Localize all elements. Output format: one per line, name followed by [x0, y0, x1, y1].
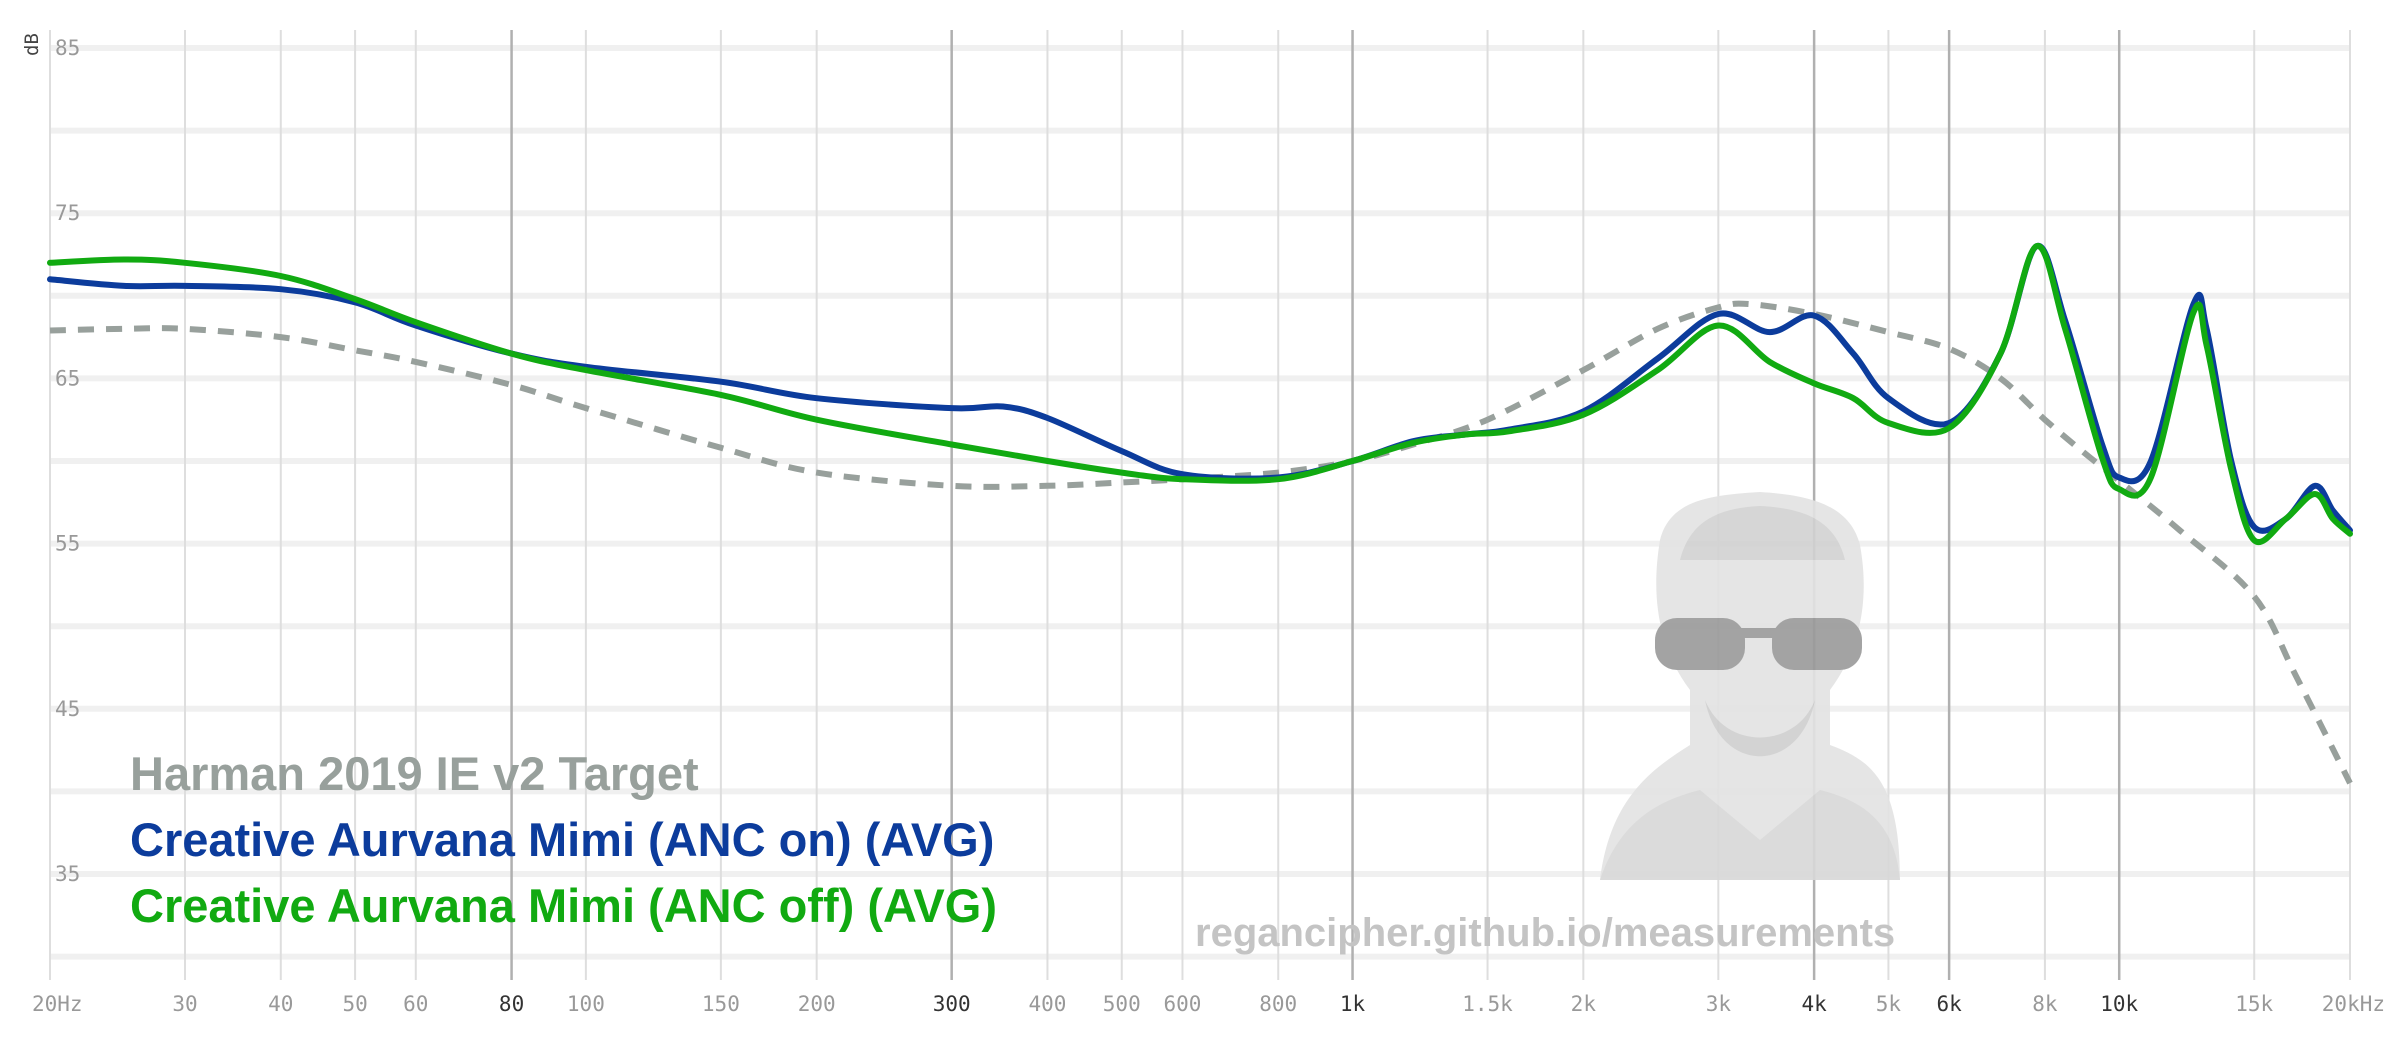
x-tick-label: 20kHz: [2322, 992, 2385, 1016]
y-tick-label: 35: [55, 862, 80, 886]
x-tick-label: 600: [1163, 992, 1201, 1016]
x-tick-label: 60: [403, 992, 428, 1016]
y-tick-label: 65: [55, 366, 80, 390]
x-tick-label: 10k: [2100, 992, 2138, 1016]
series-line-1: [47, 243, 2353, 534]
x-tick-label: 500: [1103, 992, 1141, 1016]
x-tick-label: 300: [933, 992, 971, 1016]
x-tick-label: 6k: [1936, 992, 1962, 1016]
x-tick-label: 50: [342, 992, 367, 1016]
watermark-portrait: [1600, 492, 1900, 880]
legend-entry-1: Creative Aurvana Mimi (ANC on) (AVG): [130, 813, 994, 866]
x-tick-label: 1.5k: [1462, 992, 1513, 1016]
x-tick-label: 80: [499, 992, 524, 1016]
x-axis-ticks: 20Hz 30 40 50 60 80 100 150 200 300 400 500 600 800 1k…: [32, 992, 2385, 1016]
x-tick-label: 15k: [2235, 992, 2273, 1016]
legend-entry-2: Creative Aurvana Mimi (ANC off) (AVG): [130, 879, 997, 932]
grid: [49, 30, 2351, 980]
x-tick-label: 200: [798, 992, 836, 1016]
series: [47, 243, 2353, 785]
x-tick-label: 100: [567, 992, 605, 1016]
legend: Harman 2019 IE v2 Target Creative Aurvana…: [130, 747, 997, 932]
x-tick-label: 30: [172, 992, 197, 1016]
y-tick-label: 75: [55, 201, 80, 225]
y-axis-label: dB: [21, 33, 43, 56]
y-tick-label: 85: [55, 36, 80, 60]
x-tick-label: 800: [1259, 992, 1297, 1016]
y-tick-label: 55: [55, 532, 80, 556]
x-tick-label: 5k: [1876, 992, 1902, 1016]
x-tick-label: 3k: [1706, 992, 1732, 1016]
x-tick-label: 150: [702, 992, 740, 1016]
y-axis-ticks: 85 75 65 55 45 35: [55, 36, 80, 886]
x-tick-label: 8k: [2032, 992, 2058, 1016]
x-tick-label: 20Hz: [32, 992, 83, 1016]
series-line-2: [47, 243, 2353, 546]
x-tick-label: 400: [1028, 992, 1066, 1016]
x-tick-label: 40: [268, 992, 293, 1016]
legend-entry-0: Harman 2019 IE v2 Target: [130, 747, 699, 800]
x-tick-label: 1k: [1340, 992, 1366, 1016]
watermark-url: regancipher.github.io/measurements: [1195, 911, 1895, 955]
x-tick-label: 2k: [1571, 992, 1597, 1016]
x-tick-label: 4k: [1801, 992, 1827, 1016]
y-tick-label: 45: [55, 697, 80, 721]
